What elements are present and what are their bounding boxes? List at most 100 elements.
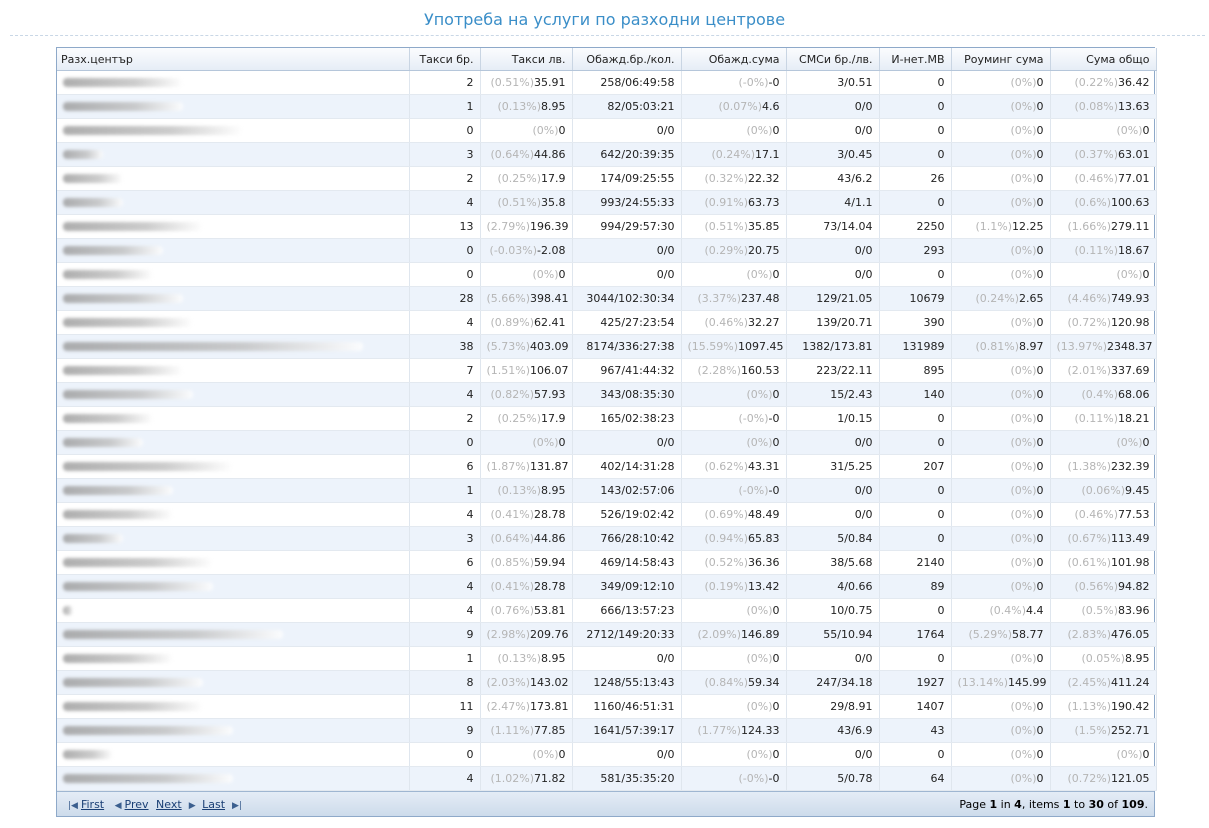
table-cell: 766/28:10:42 (572, 526, 682, 551)
table-cell: 140 (879, 382, 952, 407)
percent: (0%) (1010, 484, 1037, 497)
table-cell: (0.89%)62.41 (480, 310, 573, 335)
percent: (5.73%) (486, 340, 531, 353)
table-row: 0 (0%)0 0/0 (0%)0 0/0 0 (0%)0 (0%)0 (57, 742, 1157, 767)
first-link[interactable]: First (80, 797, 105, 811)
blurred-name (63, 366, 183, 375)
amount: 398.41 (530, 292, 569, 305)
summary-part: of (1103, 797, 1122, 811)
table-cell: 0 (879, 406, 952, 431)
table-cell: (2.79%)196.39 (480, 214, 573, 239)
percent: (0%) (532, 124, 559, 137)
prev-link[interactable]: Prev (124, 797, 149, 811)
table-row: 4 (0.51%)35.8 993/24:55:33 (0.91%)63.73 4/1.… (57, 190, 1157, 215)
table-cell: 15/2.43 (786, 382, 880, 407)
amount: -0 (768, 772, 780, 785)
percent: (4.46%) (1067, 292, 1111, 305)
percent: (0.64%) (490, 148, 534, 161)
cost-center-cell (57, 550, 410, 575)
amount: 252.71 (1111, 724, 1150, 737)
table-row: 1 (0.13%)8.95 82/05:03:21 (0.07%)4.6 0/0 0 (0%… (57, 94, 1157, 119)
amount: 48.49 (748, 508, 780, 521)
table-cell: 223/22.11 (786, 358, 880, 383)
cost-center-cell (57, 742, 410, 767)
table-cell: 38 (409, 334, 481, 359)
percent: (0.51%) (497, 196, 541, 209)
cost-center-cell (57, 598, 410, 623)
percent: (0.72%) (1067, 316, 1111, 329)
table-cell: (2.28%)160.53 (681, 358, 787, 383)
amount: 0 (1142, 124, 1150, 137)
table-cell: 2140 (879, 550, 952, 575)
table-row: 38 (5.73%)403.09 8174/336:27:38 (15.59%)109… (57, 334, 1157, 359)
table-row: 0 (0%)0 0/0 (0%)0 0/0 0 (0%)0 (0%)0 (57, 430, 1157, 455)
percent: (0.13%) (497, 652, 541, 665)
percent: (0%) (746, 604, 773, 617)
table-cell: (0.5%)83.96 (1050, 598, 1157, 623)
table-cell: (0%)0 (681, 598, 787, 623)
amount: 77.85 (534, 724, 566, 737)
amount: 8.95 (541, 100, 566, 113)
summary-part: 109 (1121, 797, 1145, 811)
table-cell: 2 (409, 166, 481, 191)
percent: (0%) (1116, 124, 1143, 137)
percent: (1.38%) (1067, 460, 1111, 473)
percent: (0%) (746, 436, 773, 449)
table-cell: 43/6.9 (786, 718, 880, 743)
table-cell: 129/21.05 (786, 286, 880, 311)
table-cell: (0%)0 (951, 142, 1051, 167)
table-cell: 349/09:12:10 (572, 574, 682, 599)
percent: (0.82%) (490, 388, 534, 401)
percent: (0%) (1010, 100, 1037, 113)
amount: 0 (772, 604, 780, 617)
table-cell: (0%)0 (951, 166, 1051, 191)
table-cell: 1248/55:13:43 (572, 670, 682, 695)
amount: 0 (1036, 412, 1044, 425)
percent: (1.77%) (697, 724, 741, 737)
percent: (5.66%) (486, 292, 531, 305)
amount: 0 (1036, 580, 1044, 593)
table-cell: 2 (409, 406, 481, 431)
percent: (0%) (1116, 268, 1143, 281)
table-cell: 1 (409, 94, 481, 119)
table-cell: (0.08%)13.63 (1050, 94, 1157, 119)
table-cell: 8 (409, 670, 481, 695)
table-cell: 0 (409, 262, 481, 287)
amount: 77.53 (1118, 508, 1150, 521)
percent: (0.05%) (1081, 652, 1125, 665)
percent: (0%) (1010, 700, 1037, 713)
table-cell: (1.02%)71.82 (480, 766, 573, 791)
amount: 8.95 (541, 484, 566, 497)
blurred-name (63, 510, 173, 519)
blurred-name (63, 774, 233, 783)
table-cell: (0.24%)2.65 (951, 286, 1051, 311)
amount: 83.96 (1118, 604, 1150, 617)
table-cell: (0%)0 (1050, 262, 1157, 287)
amount: 18.21 (1118, 412, 1150, 425)
table-cell: 390 (879, 310, 952, 335)
cost-center-cell (57, 238, 410, 263)
table-cell: 1 (409, 478, 481, 503)
cost-center-cell (57, 310, 410, 335)
percent: (13.14%) (957, 676, 1009, 689)
percent: (1.87%) (486, 460, 531, 473)
table-cell: 993/24:55:33 (572, 190, 682, 215)
report-table: Разх.център Такси бр. Такси лв. Обажд.бр./к… (57, 48, 1157, 791)
table-cell: 0 (879, 94, 952, 119)
last-link[interactable]: Last (202, 797, 226, 811)
table-cell: (0.51%)35.8 (480, 190, 573, 215)
percent: (0.11%) (1074, 412, 1118, 425)
percent: (0%) (1010, 508, 1037, 521)
table-row: 0 (0%)0 0/0 (0%)0 0/0 0 (0%)0 (0%)0 (57, 262, 1157, 287)
table-cell: (2.03%)143.02 (480, 670, 573, 695)
table-row: 6 (0.85%)59.94 469/14:58:43 (0.52%)36.36 38/… (57, 550, 1157, 575)
table-cell: (5.29%)58.77 (951, 622, 1051, 647)
table-cell: (0%)0 (951, 382, 1051, 407)
table-cell: 0 (879, 526, 952, 551)
next-link[interactable]: Next (156, 797, 182, 811)
table-cell: 1382/173.81 (786, 334, 880, 359)
table-cell: 642/20:39:35 (572, 142, 682, 167)
cost-center-cell (57, 262, 410, 287)
blurred-name (63, 390, 193, 399)
